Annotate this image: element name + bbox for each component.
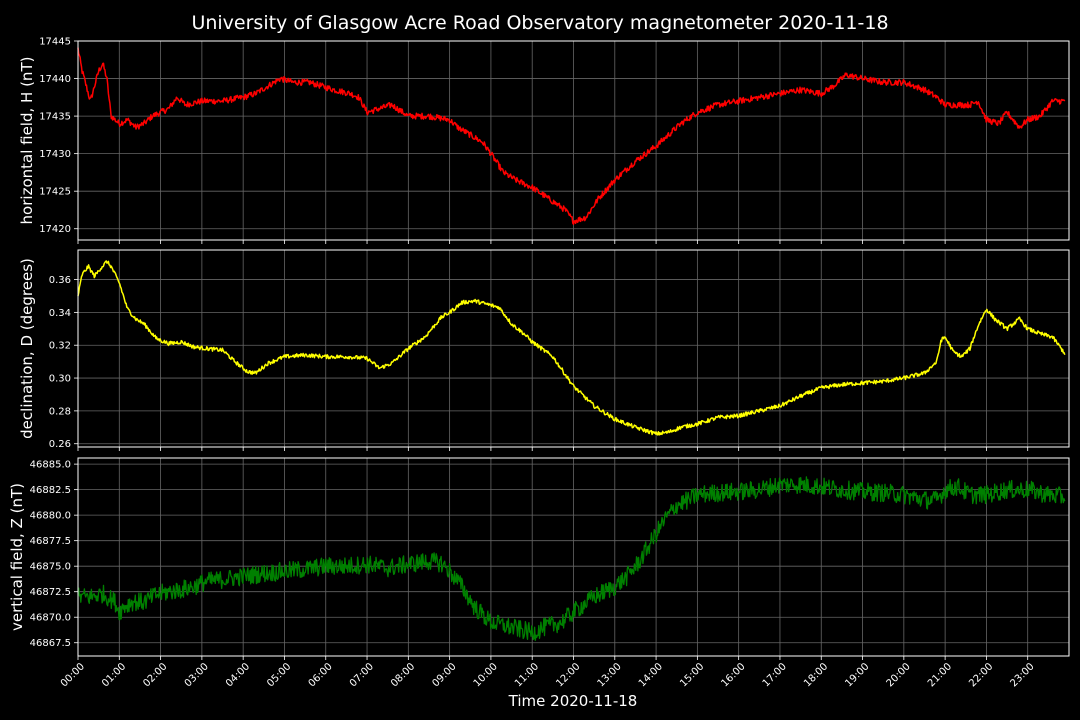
- y-tick-label: 17445: [39, 37, 71, 48]
- y-tick-label: 46885.0: [30, 460, 71, 471]
- y-tick-label: 0.26: [49, 439, 71, 450]
- y-tick-label: 17430: [39, 149, 71, 160]
- y-tick-label: 46875.0: [30, 562, 71, 573]
- y-tick-label: 46872.5: [30, 587, 71, 598]
- y-tick-label: 17425: [39, 187, 71, 198]
- figure-title: University of Glasgow Acre Road Observat…: [191, 12, 888, 34]
- series-line-d: [77, 260, 1066, 436]
- y-tick-label: 0.32: [49, 341, 71, 352]
- panel-z: 46867.5 46870.0 46872.5 46875.0 46877.5 46880…: [8, 457, 1070, 660]
- y-axis-label-d: declination, D (degrees): [18, 258, 36, 439]
- y-tick-label: 0.30: [49, 374, 71, 385]
- y-tick-label: 0.34: [49, 308, 71, 319]
- y-tick-label: 17440: [39, 74, 71, 85]
- y-tick-label: 46880.0: [30, 511, 71, 522]
- y-tick-label: 17420: [39, 224, 71, 235]
- y-tick-label: 46867.5: [30, 638, 71, 649]
- y-tick-label: 46882.5: [30, 485, 71, 496]
- panel-d: 0.26 0.28 0.30 0.32 0.34 0.36 declination, D (…: [18, 249, 1070, 451]
- plot-frame-z: [77, 457, 1070, 657]
- x-axis-label: Time 2020-11-18: [508, 692, 638, 710]
- y-axis-label-h: horizontal field, H (nT): [18, 57, 36, 225]
- y-tick-label: 46877.5: [30, 536, 71, 547]
- y-tick-label: 46870.0: [30, 613, 71, 624]
- series-line-h: [77, 47, 1066, 225]
- y-tick-label: 17435: [39, 112, 71, 123]
- plot-frame-h: [77, 40, 1070, 241]
- series-line-z: [77, 476, 1066, 642]
- y-tick-label: 0.28: [49, 406, 71, 417]
- plot-frame-d: [77, 249, 1070, 448]
- panel-h: 17420 17425 17430 17435 17440 17445horizontal…: [18, 37, 1070, 244]
- y-tick-label: 0.36: [49, 275, 71, 286]
- y-axis-label-z: vertical field, Z (nT): [8, 483, 26, 631]
